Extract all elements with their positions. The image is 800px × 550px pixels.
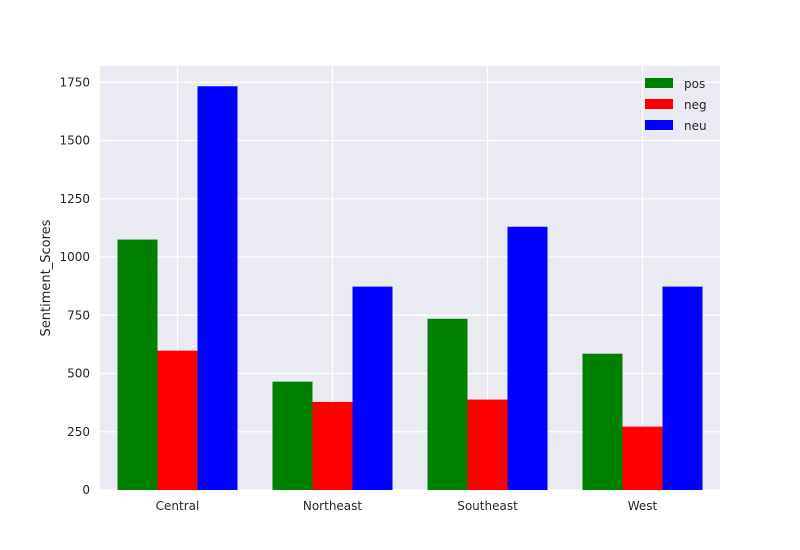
x-tick-label: Central xyxy=(156,499,200,513)
x-tick-label: Southeast xyxy=(457,499,518,513)
bar-neu-central xyxy=(197,86,238,491)
y-tick-label: 750 xyxy=(67,308,90,322)
bar-neg-northeast xyxy=(312,401,353,490)
y-tick-label: 1750 xyxy=(59,75,90,89)
legend: pos neg neu xyxy=(645,77,707,133)
legend-swatch-pos xyxy=(645,78,673,88)
y-tick-label: 0 xyxy=(82,483,90,497)
y-tick-label: 1500 xyxy=(59,134,90,148)
y-tick-label: 1250 xyxy=(59,192,90,206)
bars-group xyxy=(117,86,703,491)
y-axis-label: Sentiment_Scores xyxy=(39,219,54,336)
y-tick-label: 500 xyxy=(67,367,90,381)
y-tick-label: 250 xyxy=(67,425,90,439)
bar-pos-southeast xyxy=(427,318,468,490)
y-tick-label: 1000 xyxy=(59,250,90,264)
bar-neu-west xyxy=(662,286,703,490)
bar-neg-central xyxy=(157,350,198,490)
legend-label-neu: neu xyxy=(684,119,707,133)
bar-neu-southeast xyxy=(507,226,548,490)
legend-swatch-neu xyxy=(645,120,673,130)
bar-pos-central xyxy=(117,239,158,490)
bar-pos-west xyxy=(582,353,623,490)
legend-label-pos: pos xyxy=(684,77,705,91)
x-tick-label: West xyxy=(628,499,658,513)
legend-label-neg: neg xyxy=(684,98,707,112)
bar-neg-southeast xyxy=(467,399,508,490)
legend-swatch-neg xyxy=(645,99,673,109)
y-tick-labels: 0 250 500 750 1000 1250 1500 1750 xyxy=(59,75,90,497)
bar-neu-northeast xyxy=(352,286,393,490)
x-tick-label: Northeast xyxy=(303,499,363,513)
bar-neg-west xyxy=(622,426,663,490)
x-tick-labels: Central Northeast Southeast West xyxy=(156,499,658,513)
bar-pos-northeast xyxy=(272,381,313,490)
